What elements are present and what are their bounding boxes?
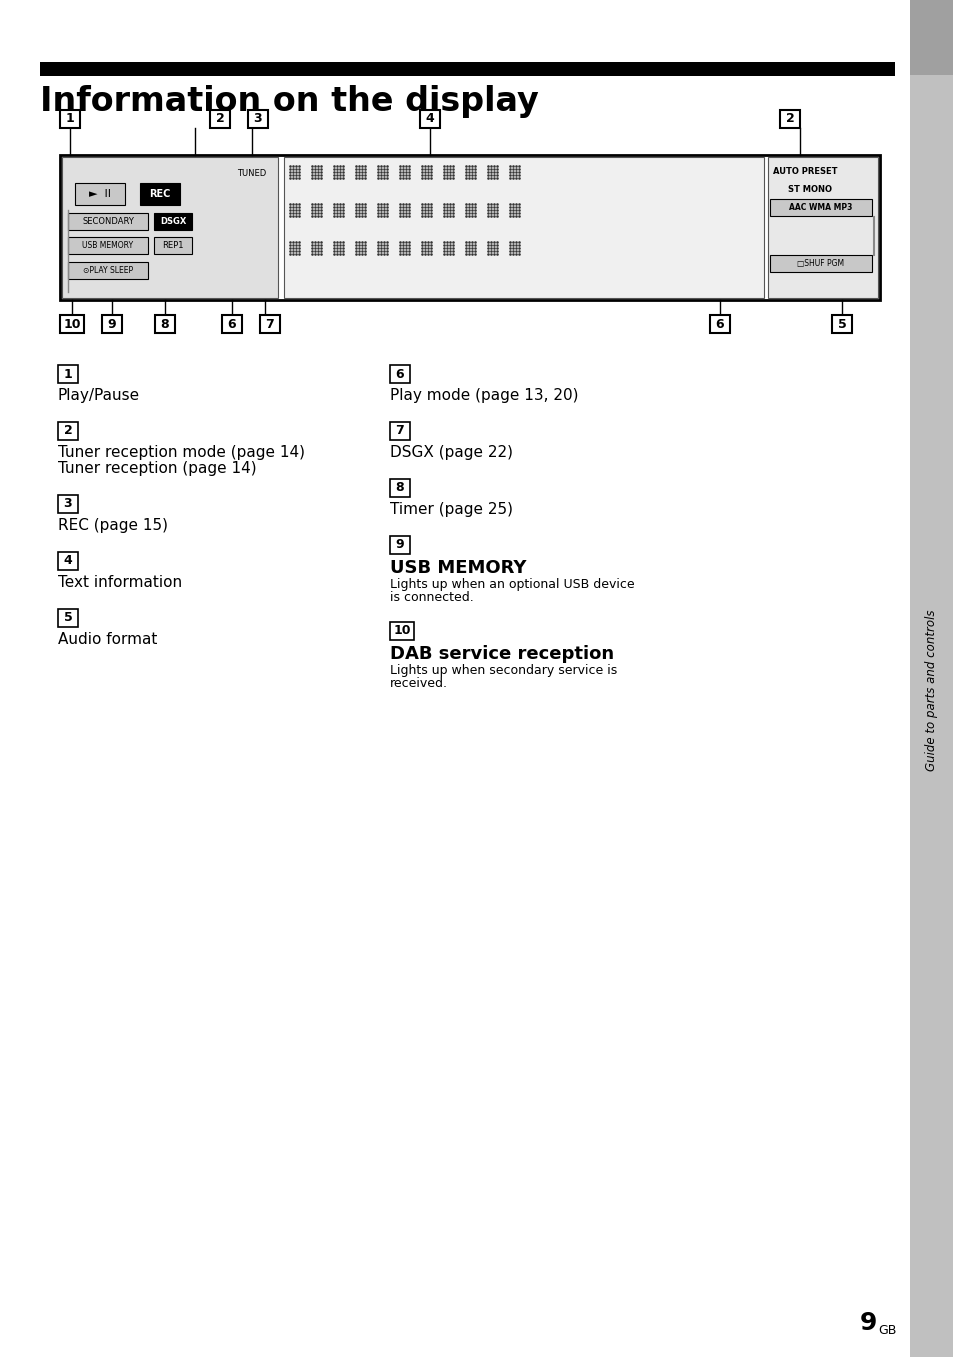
- Bar: [153, 237, 192, 254]
- Text: Lights up when an optional USB device: Lights up when an optional USB device: [390, 578, 634, 590]
- Text: □SHUF PGM: □SHUF PGM: [797, 259, 843, 267]
- Text: 8: 8: [395, 482, 404, 494]
- Bar: [390, 536, 410, 554]
- Bar: [68, 262, 148, 280]
- Text: 1: 1: [66, 113, 74, 125]
- Text: ⊙PLAY SLEEP: ⊙PLAY SLEEP: [83, 266, 132, 275]
- Text: ST MONO: ST MONO: [787, 186, 831, 194]
- Text: 6: 6: [715, 318, 723, 331]
- Bar: [222, 315, 242, 332]
- Bar: [58, 365, 78, 383]
- Text: ►  II: ► II: [89, 189, 111, 199]
- Bar: [75, 183, 125, 205]
- Text: 4: 4: [425, 113, 434, 125]
- Text: 5: 5: [837, 318, 845, 331]
- Bar: [60, 110, 80, 128]
- Bar: [68, 213, 148, 229]
- Text: Information on the display: Information on the display: [40, 85, 538, 118]
- Text: SECONDARY: SECONDARY: [82, 217, 133, 227]
- Text: USB MEMORY: USB MEMORY: [390, 559, 526, 577]
- Text: DSGX: DSGX: [160, 217, 186, 227]
- Text: Tuner reception mode (page 14): Tuner reception mode (page 14): [58, 445, 305, 460]
- Text: DAB service reception: DAB service reception: [390, 645, 614, 662]
- Bar: [390, 622, 414, 639]
- Bar: [709, 315, 729, 332]
- Bar: [40, 62, 894, 76]
- Bar: [62, 157, 277, 299]
- Text: Audio format: Audio format: [58, 632, 157, 647]
- Text: Text information: Text information: [58, 575, 182, 590]
- Text: is connected.: is connected.: [390, 590, 474, 604]
- Text: DSGX (page 22): DSGX (page 22): [390, 445, 513, 460]
- Text: 2: 2: [215, 113, 224, 125]
- Text: 9: 9: [108, 318, 116, 331]
- Bar: [909, 0, 953, 75]
- Text: Play mode (page 13, 20): Play mode (page 13, 20): [390, 388, 578, 403]
- Text: TUNED: TUNED: [237, 168, 266, 178]
- Text: 8: 8: [160, 318, 169, 331]
- Text: Tuner reception (page 14): Tuner reception (page 14): [58, 461, 256, 476]
- Bar: [769, 255, 871, 271]
- Bar: [60, 155, 879, 300]
- Bar: [260, 315, 280, 332]
- Bar: [68, 237, 148, 254]
- Text: 9: 9: [859, 1311, 877, 1335]
- Bar: [102, 315, 122, 332]
- Bar: [140, 183, 180, 205]
- Bar: [390, 422, 410, 440]
- Text: received.: received.: [390, 677, 448, 689]
- Text: REP1: REP1: [162, 242, 184, 250]
- Bar: [390, 365, 410, 383]
- Bar: [210, 110, 230, 128]
- Text: 2: 2: [785, 113, 794, 125]
- Bar: [58, 495, 78, 513]
- Bar: [58, 609, 78, 627]
- Bar: [390, 479, 410, 497]
- Text: 6: 6: [228, 318, 236, 331]
- Text: 10: 10: [63, 318, 81, 331]
- Text: 4: 4: [64, 554, 72, 567]
- Bar: [248, 110, 268, 128]
- Text: REC (page 15): REC (page 15): [58, 518, 168, 533]
- Text: USB MEMORY: USB MEMORY: [82, 242, 133, 250]
- Bar: [154, 315, 174, 332]
- Bar: [780, 110, 800, 128]
- Bar: [769, 199, 871, 216]
- Bar: [58, 422, 78, 440]
- Bar: [767, 157, 877, 299]
- Text: Play/Pause: Play/Pause: [58, 388, 140, 403]
- Text: 3: 3: [253, 113, 262, 125]
- Bar: [60, 315, 84, 332]
- Text: 10: 10: [393, 624, 411, 638]
- Text: AAC WMA MP3: AAC WMA MP3: [788, 204, 852, 212]
- Bar: [58, 552, 78, 570]
- Bar: [419, 110, 439, 128]
- Text: GB: GB: [877, 1324, 896, 1337]
- Bar: [831, 315, 851, 332]
- Text: 7: 7: [395, 425, 404, 437]
- Text: 9: 9: [395, 539, 404, 551]
- Text: 6: 6: [395, 368, 404, 380]
- Text: Timer (page 25): Timer (page 25): [390, 502, 513, 517]
- Text: 1: 1: [64, 368, 72, 380]
- Text: 7: 7: [265, 318, 274, 331]
- Text: 5: 5: [64, 611, 72, 624]
- Text: Lights up when secondary service is: Lights up when secondary service is: [390, 664, 617, 677]
- Text: 2: 2: [64, 425, 72, 437]
- Text: REC: REC: [150, 189, 171, 199]
- Bar: [153, 213, 192, 229]
- Text: 3: 3: [64, 498, 72, 510]
- Text: AUTO PRESET: AUTO PRESET: [772, 167, 837, 175]
- Bar: [284, 157, 763, 299]
- Bar: [909, 0, 953, 1357]
- Text: Guide to parts and controls: Guide to parts and controls: [924, 609, 938, 771]
